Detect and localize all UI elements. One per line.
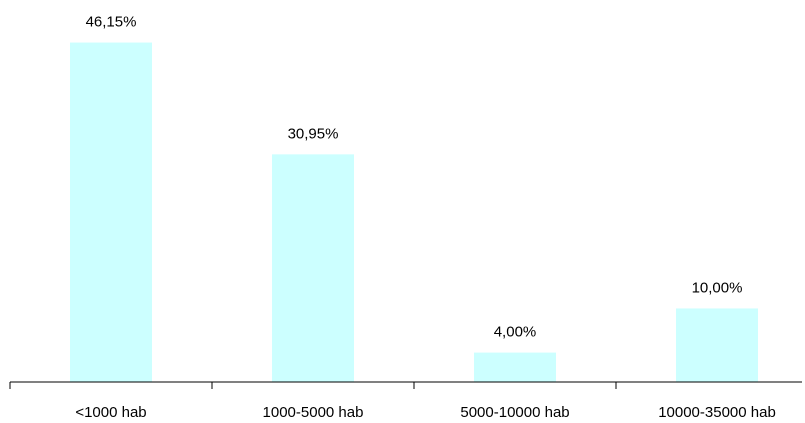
data-label: 30,95% <box>288 125 339 142</box>
bar <box>474 352 556 382</box>
x-tick-label: 5000-10000 hab <box>460 404 569 421</box>
x-tick-label: <1000 hab <box>75 404 146 421</box>
bar <box>70 42 152 383</box>
x-tick-label: 1000-5000 hab <box>263 404 364 421</box>
data-label: 4,00% <box>494 324 537 341</box>
labels-layer: 46,15% <1000 hab 30,95% 1000-5000 hab 4,00% 5… <box>75 14 775 421</box>
data-label: 10,00% <box>692 279 743 296</box>
bar <box>272 154 354 382</box>
bars-layer <box>70 42 758 383</box>
bar <box>676 308 758 382</box>
x-tick-label: 10000-35000 hab <box>658 404 776 421</box>
data-label: 46,15% <box>86 14 137 31</box>
x-axis <box>9 381 802 389</box>
